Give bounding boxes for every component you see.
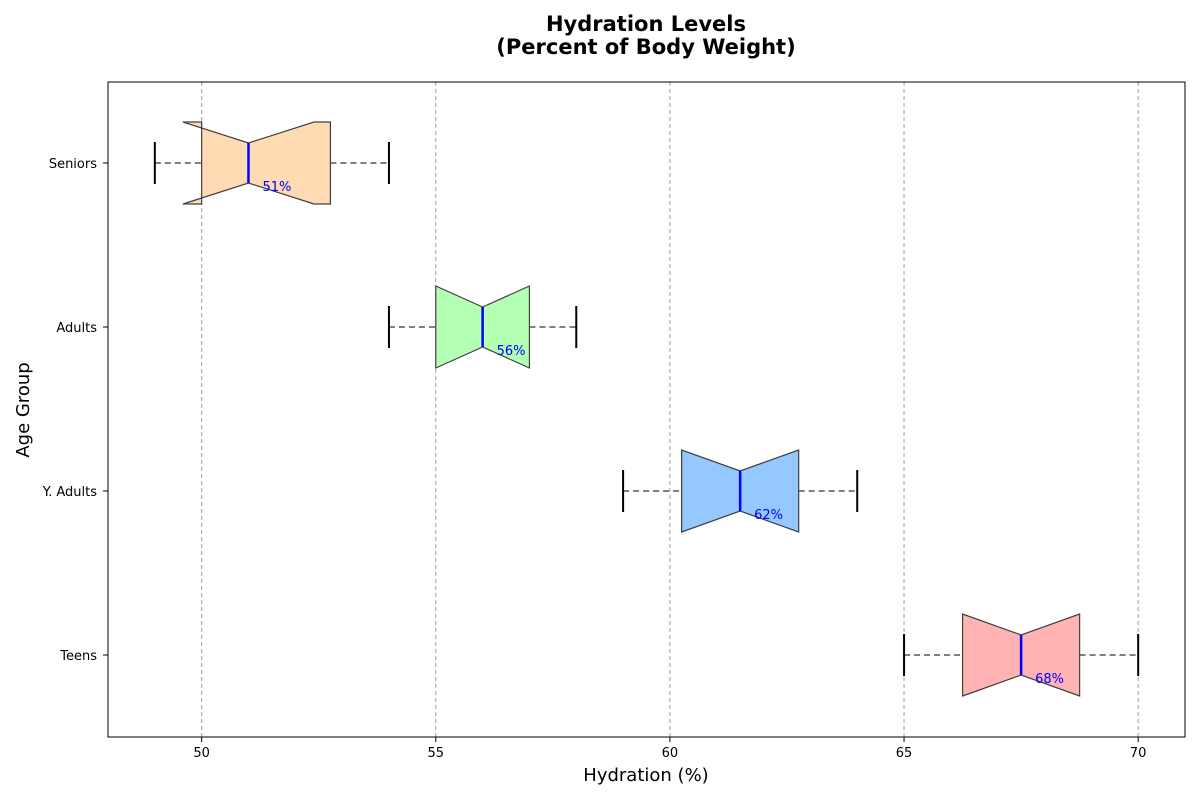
- x-tick-label: 55: [428, 746, 445, 761]
- box-teens: 68%: [903, 613, 1140, 697]
- box-seniors: 51%: [153, 121, 390, 205]
- x-tick-label: 70: [1130, 746, 1147, 761]
- y-tick-label: Adults: [56, 321, 97, 336]
- plot-frame: [107, 81, 1186, 738]
- box-adults: 56%: [387, 285, 578, 369]
- y-axis-ticks: Teens Y. Adults Adults Seniors: [42, 157, 108, 664]
- y-tick-label: Teens: [59, 649, 97, 664]
- median-label: 56%: [497, 344, 526, 359]
- chart-title-line1: Hydration Levels: [546, 12, 746, 36]
- boxes-group: 68% 62% 56% 51%: [153, 121, 1140, 697]
- x-tick-label: 50: [193, 746, 210, 761]
- y-tick-label: Y. Adults: [42, 485, 97, 500]
- x-tick-label: 65: [896, 746, 913, 761]
- y-axis-label: Age Group: [13, 362, 34, 457]
- y-tick-label: Seniors: [49, 157, 97, 172]
- x-tick-label: 60: [662, 746, 679, 761]
- median-label: 51%: [262, 180, 291, 195]
- median-label: 62%: [754, 508, 783, 523]
- x-axis-ticks: 50 55 60 65 70: [193, 737, 1146, 761]
- median-label: 68%: [1035, 672, 1064, 687]
- box-y-adults: 62%: [622, 449, 859, 533]
- chart-title-line2: (Percent of Body Weight): [496, 35, 795, 59]
- notched-box: [182, 121, 332, 205]
- x-axis-label: Hydration (%): [583, 765, 708, 786]
